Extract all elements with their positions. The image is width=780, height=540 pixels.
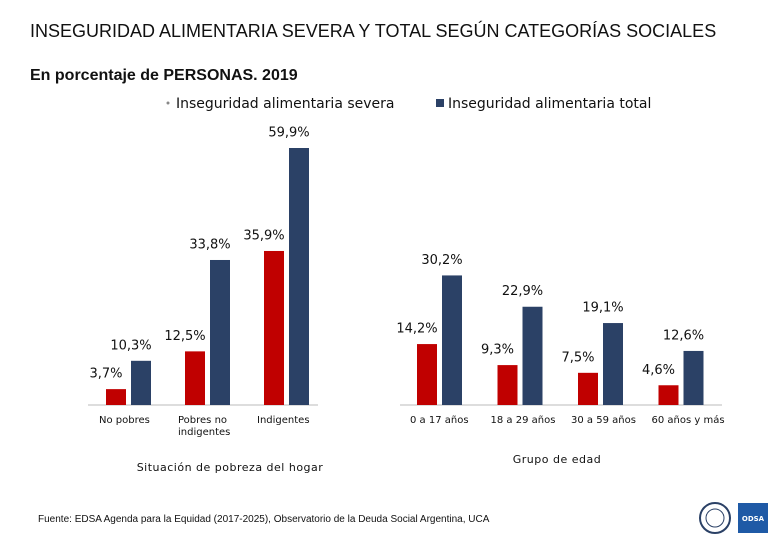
logo-text: ODSA [742, 515, 765, 523]
bar [131, 360, 151, 405]
value-label: 9,3% [481, 343, 514, 358]
bar [603, 323, 623, 405]
bar [106, 389, 126, 405]
bar [442, 275, 462, 405]
bar [185, 351, 205, 405]
value-label: 59,9% [268, 126, 309, 141]
bar [497, 365, 518, 405]
chart-subtitle: En porcentaje de PERSONAS. 2019 [30, 67, 298, 84]
bar [683, 350, 704, 405]
chart-title: INSEGURIDAD ALIMENTARIA SEVERA Y TOTAL S… [30, 21, 717, 41]
bar [264, 250, 284, 405]
x-tick-label: No pobres [99, 415, 150, 426]
value-label: 12,5% [164, 329, 205, 344]
source-note: Fuente: EDSA Agenda para la Equidad (201… [38, 514, 490, 525]
legend-marker [436, 99, 444, 107]
bar [289, 148, 309, 405]
legend-label: Inseguridad alimentaria severa [176, 96, 394, 112]
bar [658, 385, 679, 405]
group-label: Situación de pobreza del hogar [137, 461, 324, 474]
value-label: 14,2% [396, 322, 437, 337]
value-label: 12,6% [663, 328, 704, 343]
value-label: 22,9% [502, 284, 543, 299]
x-tick-label: 18 a 29 años [490, 415, 556, 426]
bar [417, 344, 437, 405]
logo-box [738, 503, 768, 533]
x-tick-label: Pobres no indigentes [178, 415, 231, 438]
x-tick-label: 60 años y más [651, 415, 725, 426]
x-tick-label: Indigentes [257, 415, 310, 426]
legend-label: Inseguridad alimentaria total [448, 96, 651, 112]
bar [210, 259, 230, 405]
group-label: Grupo de edad [513, 453, 601, 466]
x-tick-label: 0 a 17 años [410, 415, 469, 426]
value-label: 33,8% [189, 237, 230, 252]
bar [578, 372, 598, 405]
x-tick-label: 30 a 59 años [571, 415, 636, 426]
logo-seal [699, 502, 731, 534]
value-label: 35,9% [243, 228, 284, 243]
value-label: 4,6% [642, 363, 675, 378]
value-label: 3,7% [89, 367, 122, 382]
value-label: 19,1% [582, 301, 623, 316]
value-label: 10,3% [110, 338, 151, 353]
value-label: 7,5% [561, 350, 594, 365]
legend-marker [166, 101, 170, 105]
value-label: 30,2% [421, 253, 462, 268]
bar [522, 306, 543, 405]
